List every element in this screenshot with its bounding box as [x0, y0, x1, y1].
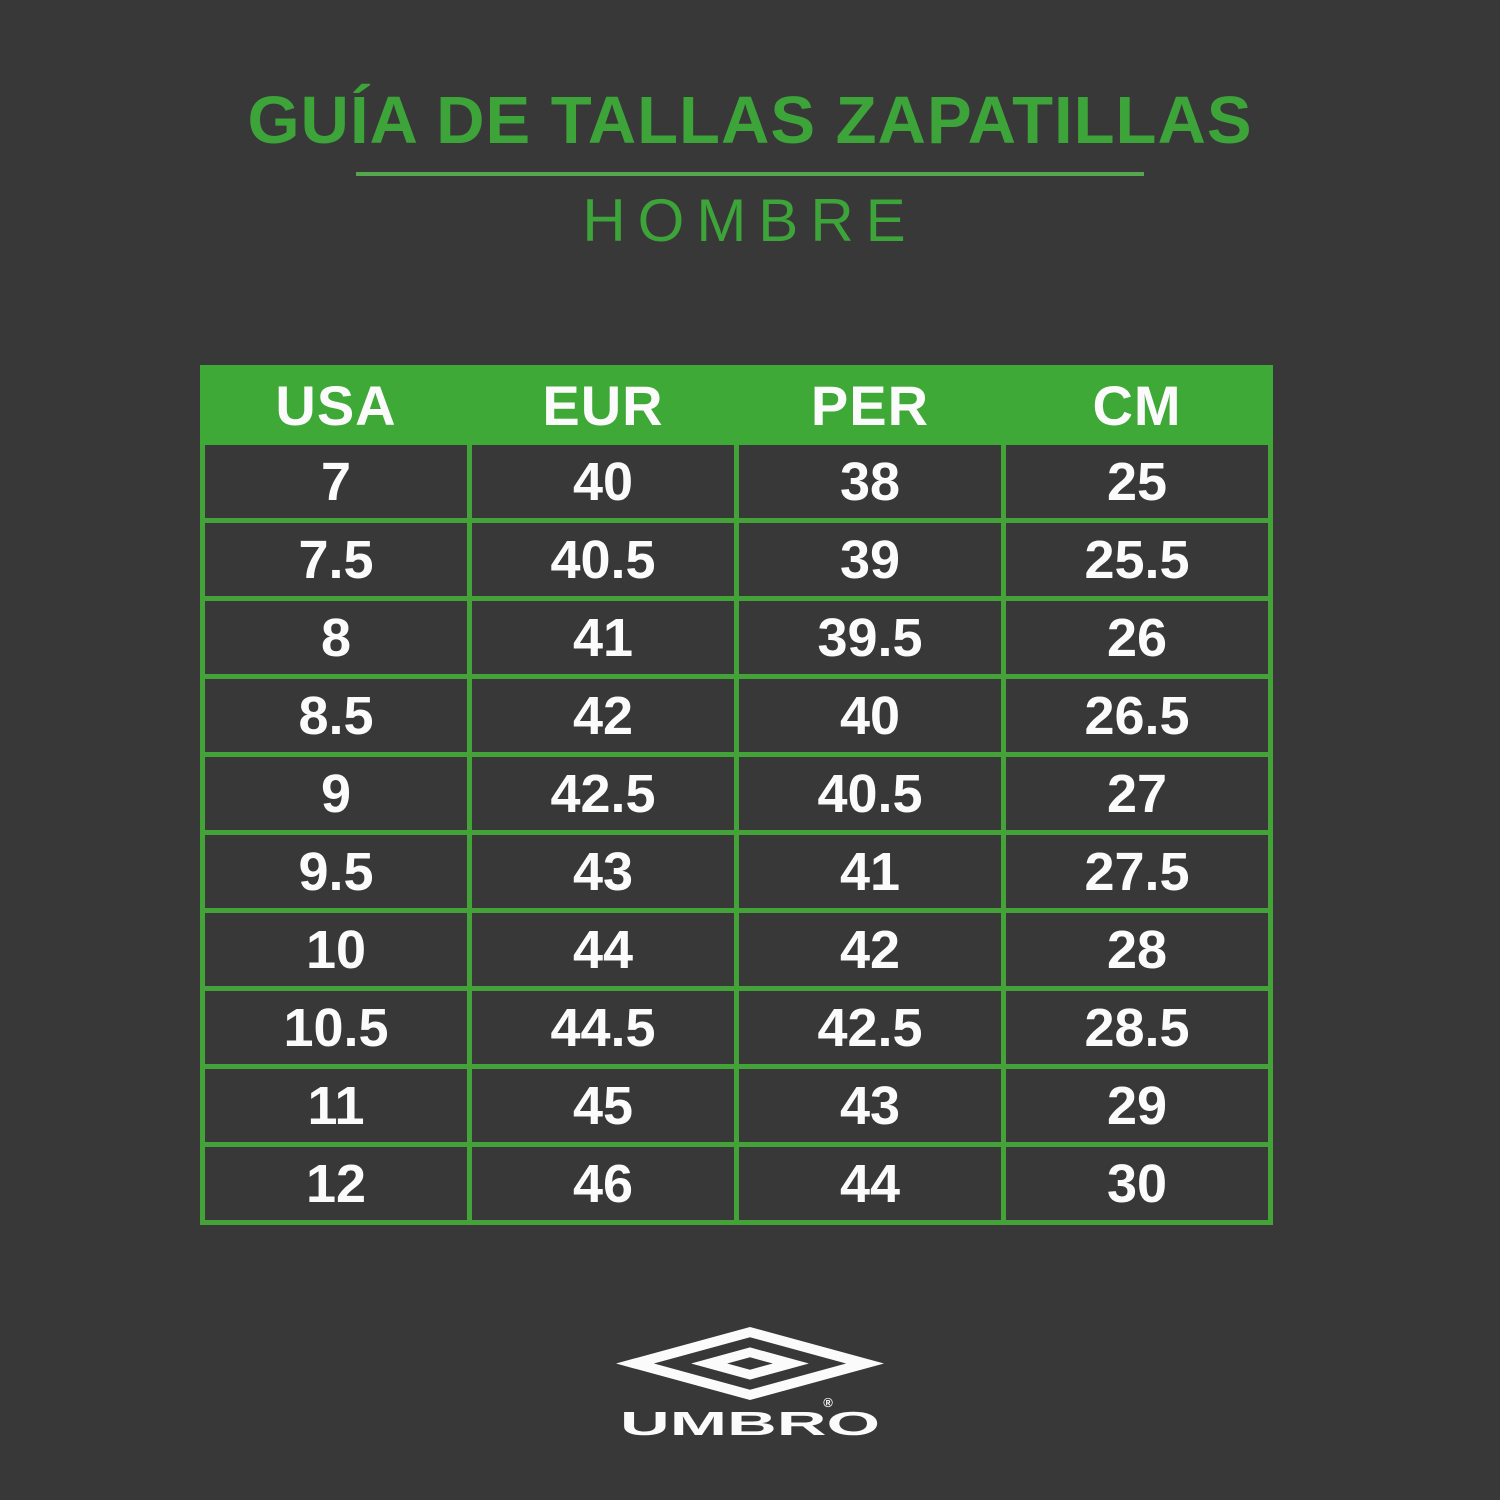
table-header-row: USA EUR PER CM: [200, 365, 1273, 445]
table-row: 9.5 43 41 27.5: [200, 830, 1273, 913]
size-cell: 7: [200, 440, 472, 523]
size-cell: 27: [1001, 752, 1273, 835]
header-cell-eur: EUR: [467, 365, 739, 445]
header-cell-usa: USA: [200, 365, 472, 445]
brand-logo: ® UMBRO: [616, 1327, 884, 1439]
size-table: USA EUR PER CM 7 40 38 25 7.5 40.5 39 25…: [200, 365, 1273, 1225]
size-cell: 7.5: [200, 518, 472, 601]
size-cell: 27.5: [1001, 830, 1273, 913]
table-row: 9 42.5 40.5 27: [200, 752, 1273, 835]
size-cell: 8: [200, 596, 472, 679]
umbro-double-diamond-icon: ® UMBRO: [616, 1327, 884, 1439]
size-cell: 28.5: [1001, 986, 1273, 1069]
table-row: 12 46 44 30: [200, 1142, 1273, 1225]
table-row: 11 45 43 29: [200, 1064, 1273, 1147]
table-row: 7.5 40.5 39 25.5: [200, 518, 1273, 601]
header-cell-per: PER: [734, 365, 1006, 445]
size-cell: 39: [734, 518, 1006, 601]
size-cell: 44.5: [467, 986, 739, 1069]
size-cell: 30: [1001, 1142, 1273, 1225]
size-cell: 42.5: [467, 752, 739, 835]
size-cell: 10: [200, 908, 472, 991]
header: GUÍA DE TALLAS ZAPATILLAS HOMBRE: [0, 84, 1500, 252]
size-cell: 9.5: [200, 830, 472, 913]
size-cell: 26.5: [1001, 674, 1273, 757]
size-cell: 40: [467, 440, 739, 523]
brand-wordmark: UMBRO: [620, 1405, 880, 1439]
registered-mark: ®: [823, 1395, 833, 1410]
size-cell: 46: [467, 1142, 739, 1225]
size-cell: 42: [467, 674, 739, 757]
size-cell: 40.5: [734, 752, 1006, 835]
size-cell: 26: [1001, 596, 1273, 679]
size-cell: 40: [734, 674, 1006, 757]
table-row: 10 44 42 28: [200, 908, 1273, 991]
size-cell: 44: [467, 908, 739, 991]
size-cell: 38: [734, 440, 1006, 523]
header-cell-cm: CM: [1001, 365, 1273, 445]
size-cell: 42.5: [734, 986, 1006, 1069]
size-cell: 25: [1001, 440, 1273, 523]
title-underline: [356, 172, 1144, 176]
size-cell: 41: [467, 596, 739, 679]
size-cell: 11: [200, 1064, 472, 1147]
table-row: 7 40 38 25: [200, 440, 1273, 523]
size-cell: 41: [734, 830, 1006, 913]
size-cell: 9: [200, 752, 472, 835]
size-cell: 40.5: [467, 518, 739, 601]
table-row: 8 41 39.5 26: [200, 596, 1273, 679]
size-cell: 25.5: [1001, 518, 1273, 601]
size-cell: 45: [467, 1064, 739, 1147]
table-row: 10.5 44.5 42.5 28.5: [200, 986, 1273, 1069]
page-subtitle: HOMBRE: [582, 187, 918, 254]
size-cell: 44: [734, 1142, 1006, 1225]
size-cell: 8.5: [200, 674, 472, 757]
size-cell: 28: [1001, 908, 1273, 991]
size-cell: 43: [467, 830, 739, 913]
size-cell: 29: [1001, 1064, 1273, 1147]
size-cell: 39.5: [734, 596, 1006, 679]
page-title: GUÍA DE TALLAS ZAPATILLAS: [247, 83, 1253, 158]
table-row: 8.5 42 40 26.5: [200, 674, 1273, 757]
size-cell: 10.5: [200, 986, 472, 1069]
size-cell: 42: [734, 908, 1006, 991]
size-cell: 12: [200, 1142, 472, 1225]
size-cell: 43: [734, 1064, 1006, 1147]
